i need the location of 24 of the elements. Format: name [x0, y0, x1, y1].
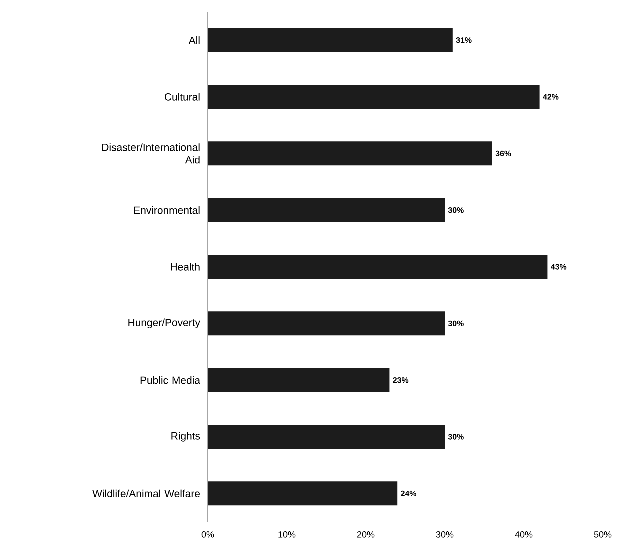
x-tick-label: 0% [202, 532, 214, 538]
bar [208, 255, 548, 280]
bar [208, 198, 445, 222]
y-tick-label: Wildlife/Animal Welfare [92, 490, 200, 498]
bar [208, 482, 398, 506]
bar [208, 142, 492, 166]
y-tick-label: All [188, 36, 200, 44]
y-tick-label: Rights [172, 432, 200, 442]
x-tick-label: 20% [357, 532, 375, 538]
y-tick-label: Health [171, 263, 200, 271]
bar [208, 85, 540, 110]
y-tick-label: Cultural [164, 93, 200, 101]
bar [208, 28, 453, 52]
x-tick-label: 10% [278, 532, 296, 538]
x-tick-label: 30% [436, 532, 454, 538]
y-tick-label: Hunger/Poverty [128, 318, 200, 329]
bar [208, 312, 445, 336]
bar [208, 368, 390, 392]
y-tick-label: Disaster/International Aid [102, 144, 200, 164]
x-tick-label: 40% [515, 532, 533, 538]
bar [208, 425, 445, 450]
x-tick-label: 50% [594, 532, 612, 538]
y-tick-label: Public Media [140, 376, 200, 384]
y-tick-label: Environmental [134, 206, 200, 214]
